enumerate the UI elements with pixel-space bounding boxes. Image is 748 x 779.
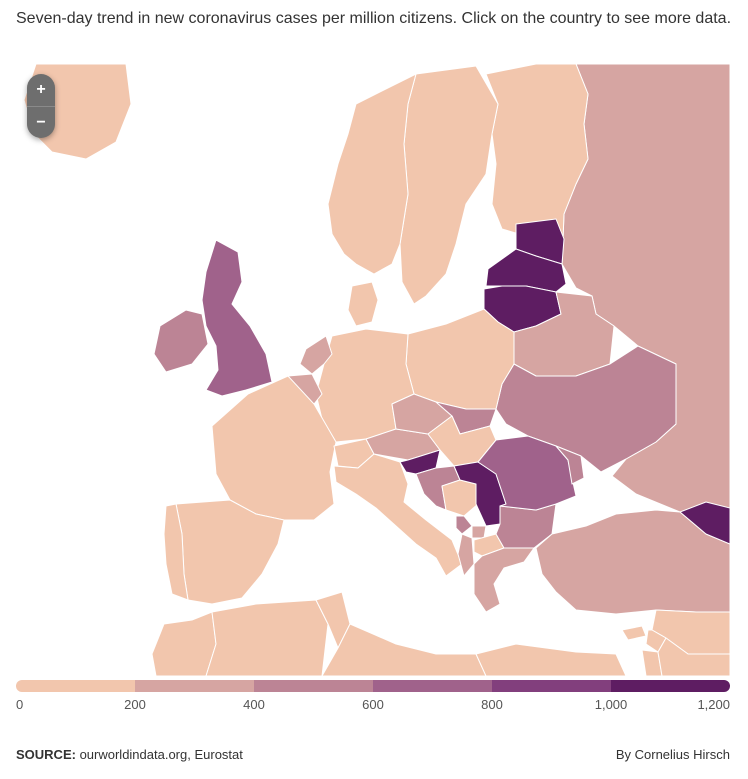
zoom-in-button[interactable]: + (36, 81, 46, 98)
legend-tick-label: 600 (362, 697, 384, 712)
source-label: SOURCE: (16, 747, 76, 762)
country-georgia[interactable]: Georgia (679, 501, 730, 545)
legend-tick-label: 1,200 (697, 697, 730, 712)
country-ireland[interactable]: Ireland (153, 309, 209, 373)
country-greece[interactable]: Greece (473, 547, 535, 613)
country-algeria[interactable]: Algeria (205, 599, 329, 676)
country-morocco[interactable]: Morocco (151, 611, 217, 676)
legend-bin (16, 680, 135, 692)
legend-bin (611, 680, 730, 692)
country-montenegro[interactable]: Montenegro (455, 515, 473, 535)
country-latvia[interactable]: Latvia (485, 248, 567, 293)
zoom-out-button[interactable]: − (27, 106, 55, 139)
country-denmark[interactable]: Denmark (347, 281, 379, 327)
author-credit: By Cornelius Hirsch (615, 747, 730, 762)
country-albania[interactable]: Albania (457, 533, 475, 577)
color-legend (16, 680, 730, 692)
country-moldova[interactable]: Moldova (555, 445, 585, 485)
legend-bin (373, 680, 492, 692)
country-israel[interactable]: Israel (641, 649, 663, 676)
source-note: SOURCE: ourworldindata.org, Eurostat (16, 747, 243, 762)
source-text: ourworldindata.org, Eurostat (75, 747, 243, 762)
country-egypt[interactable]: Egypt (475, 643, 627, 676)
legend-tick-label: 1,000 (594, 697, 628, 712)
legend-bin (135, 680, 254, 692)
country-united-kingdom[interactable]: United Kingdom (201, 239, 273, 397)
country-kosovo[interactable]: Kosovo (471, 525, 487, 539)
country-jordan[interactable]: Jordan (657, 637, 730, 676)
country-bosnia[interactable]: Bosnia and Herzegovina (441, 479, 479, 517)
country-cyprus[interactable]: Cyprus (621, 625, 647, 641)
country-poland[interactable]: Poland (405, 308, 515, 410)
country-sweden[interactable]: Sweden (399, 65, 499, 305)
map-description: Seven-day trend in new coronavirus cases… (16, 10, 732, 27)
country-netherlands[interactable]: Netherlands (299, 335, 333, 375)
country-romania[interactable]: Romania (477, 435, 577, 511)
legend-tick-label: 0 (16, 697, 24, 712)
choropleth-map[interactable]: Russia Finland Sweden Norway Iceland Est… (16, 64, 730, 676)
country-libya[interactable]: Libya (321, 623, 487, 676)
legend-tick-label: 400 (243, 697, 265, 712)
legend-tick-labels: 0 200 400 600 800 1,000 1,200 (16, 697, 730, 715)
country-turkey[interactable]: Turkey (535, 509, 730, 615)
country-portugal[interactable]: Portugal (163, 503, 189, 601)
legend-tick-label: 800 (481, 697, 503, 712)
legend-tick-label: 200 (124, 697, 146, 712)
legend-bin (492, 680, 611, 692)
country-norway[interactable]: Norway (327, 73, 417, 275)
legend-bin (254, 680, 373, 692)
footer: SOURCE: ourworldindata.org, Eurostat By … (16, 747, 730, 762)
zoom-control: + − (27, 74, 55, 138)
